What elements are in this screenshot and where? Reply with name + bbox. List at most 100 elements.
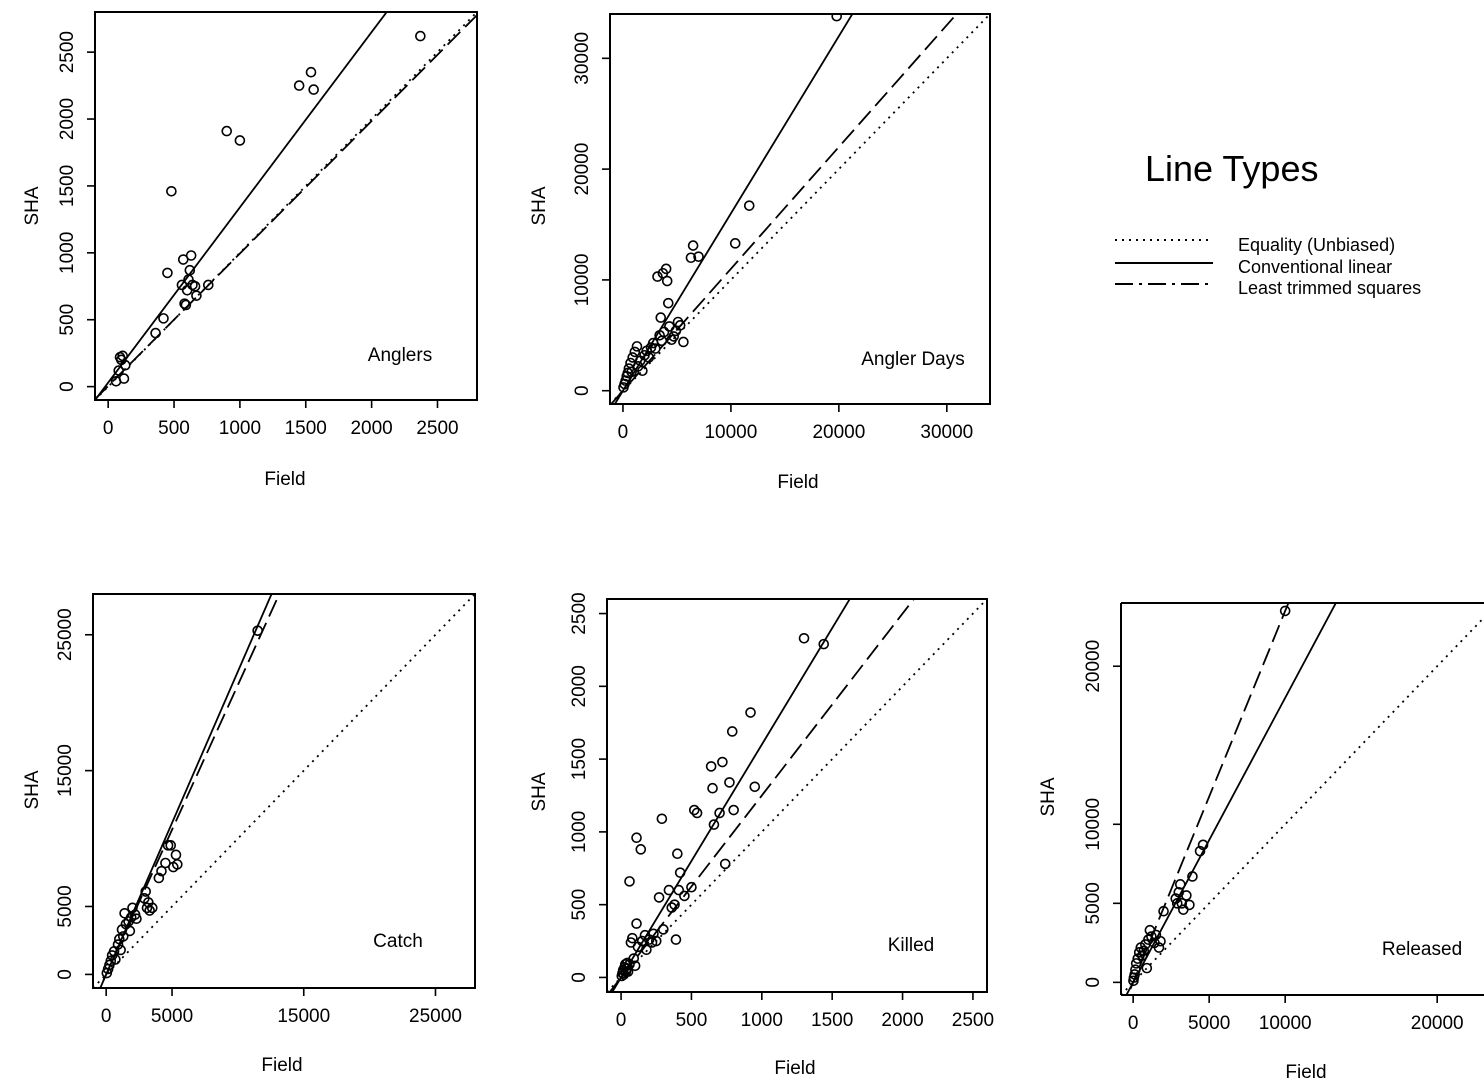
data-points [618, 14, 843, 393]
data-point [118, 373, 130, 384]
least-trimmed-squares-line [610, 14, 958, 404]
x-tick-label: 2500 [416, 418, 458, 439]
y-tick-label: 20000 [572, 143, 593, 196]
data-point [1194, 845, 1206, 857]
x-tick-label: 0 [103, 418, 114, 439]
fit-lines [610, 14, 990, 404]
y-tick-label: 10000 [572, 253, 593, 306]
data-point [117, 931, 129, 942]
data-point [658, 326, 670, 338]
axis-marks: 0 500 1000 1500 2000 2500 0 500 1000 1500 2000 2500 [569, 592, 994, 1031]
data-point [627, 932, 638, 944]
panel-angler-days: 0 10000 20000 30000 0 10000 20000 30000 Angler … [529, 13, 991, 493]
panel-label: Anglers [368, 345, 432, 366]
data-point [308, 84, 319, 95]
data-point [1146, 931, 1157, 942]
y-tick-label: 2500 [57, 31, 78, 73]
x-tick-label: 10000 [1259, 1013, 1312, 1034]
legend-item-equality: Equality (Unbiased) [1238, 235, 1395, 255]
panel-label: Catch [373, 931, 423, 952]
conventional-linear-line [613, 14, 854, 404]
data-point [670, 934, 682, 945]
y-tick-label: 10000 [1083, 798, 1104, 851]
y-tick-label: 0 [569, 972, 590, 983]
data-point [656, 813, 668, 825]
x-tick-label: 1000 [741, 1010, 783, 1031]
least-trimmed-squares-line [98, 594, 281, 988]
data-point [112, 939, 124, 950]
y-tick-label: 1000 [57, 232, 78, 274]
data-point [221, 125, 233, 137]
data-point [678, 336, 689, 348]
conventional-linear-line [95, 12, 388, 400]
data-point [643, 352, 655, 363]
equality-line [1120, 616, 1484, 995]
data-point [131, 913, 142, 925]
axis-marks: 0 500 1000 1500 2000 2500 0 500 1000 1500 2000 2500 [57, 31, 459, 439]
y-tick-label: 15000 [55, 744, 76, 797]
data-point [662, 297, 674, 309]
data-point [674, 320, 686, 331]
plot-frame [609, 13, 991, 405]
data-point [672, 848, 683, 860]
data-point [668, 331, 679, 342]
panel-anglers: 0 500 1000 1500 2000 2500 0 500 1000 1500 2000 2500… [22, 11, 478, 490]
data-point [172, 859, 183, 870]
data-point [679, 890, 690, 902]
data-point [202, 279, 214, 291]
data-point [1155, 935, 1166, 947]
data-point [124, 925, 136, 937]
data-point [717, 756, 728, 768]
least-trimmed-squares-line [608, 599, 915, 992]
x-tick-label: 1500 [285, 418, 327, 439]
y-axis-label: SHA [529, 772, 550, 811]
data-point [652, 271, 663, 282]
data-point [661, 275, 673, 287]
data-point [635, 844, 647, 855]
data-point [693, 251, 704, 262]
x-axis-label: Field [1285, 1062, 1326, 1083]
y-tick-label: 2500 [569, 592, 590, 634]
data-point [663, 884, 675, 896]
panel-label: Angler Days [861, 349, 965, 370]
data-point [146, 902, 158, 914]
data-point [707, 782, 718, 794]
data-point [1130, 964, 1141, 976]
data-point [798, 632, 810, 644]
data-point [631, 832, 642, 844]
y-tick-label: 2000 [569, 665, 590, 707]
data-point [688, 804, 700, 816]
data-point [818, 638, 830, 650]
data-point [127, 902, 138, 914]
data-point [728, 804, 739, 816]
x-axis-label: Field [774, 1058, 815, 1079]
y-tick-label: 2000 [57, 98, 78, 140]
axis-marks: 0 10000 20000 30000 0 10000 20000 30000 [572, 32, 973, 443]
data-point [144, 905, 155, 916]
data-point [1187, 871, 1198, 882]
x-tick-label: 1500 [811, 1010, 853, 1031]
y-axis-label: SHA [22, 186, 43, 225]
data-point [1178, 904, 1189, 915]
x-axis-label: Field [264, 469, 305, 490]
fit-lines [1120, 603, 1484, 995]
x-tick-label: 0 [101, 1006, 112, 1027]
data-point [1130, 958, 1142, 969]
data-point [1138, 945, 1150, 957]
x-tick-label: 0 [618, 422, 629, 443]
y-tick-label: 25000 [55, 608, 76, 661]
axis-marks: 0 5000 15000 25000 0 5000 15000 25000 [55, 608, 462, 1027]
data-point [685, 252, 697, 264]
data-point [650, 935, 662, 947]
x-tick-label: 5000 [151, 1006, 193, 1027]
data-point [641, 944, 652, 956]
data-point [293, 80, 305, 91]
data-point [140, 886, 151, 897]
data-point [170, 849, 182, 861]
axis-marks: 0 5000 10000 20000 0 5000 10000 20000 [1083, 640, 1464, 1034]
data-point [1174, 879, 1186, 890]
data-point [1197, 839, 1209, 851]
data-point [158, 313, 169, 324]
y-tick-label: 1500 [57, 165, 78, 207]
